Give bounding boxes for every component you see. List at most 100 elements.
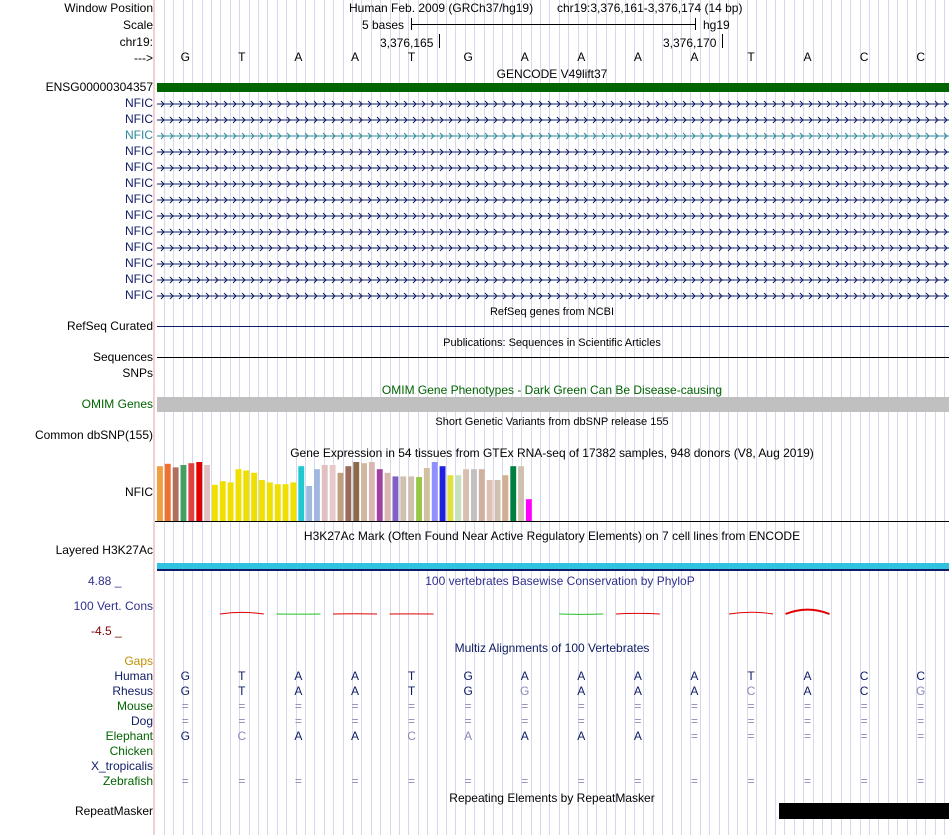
- transcript-label[interactable]: NFIC: [125, 208, 153, 222]
- gtex-tissue-bar[interactable]: [368, 462, 375, 522]
- repeatmasker-element[interactable]: [779, 803, 949, 819]
- transcript-line[interactable]: [157, 244, 949, 252]
- dbsnp-label[interactable]: Common dbSNP(155): [34, 428, 153, 442]
- species-label[interactable]: X_tropicalis: [90, 759, 153, 773]
- phylop-label[interactable]: 100 Vert. Cons: [73, 599, 153, 613]
- gtex-tissue-bar[interactable]: [361, 463, 367, 522]
- species-label[interactable]: Elephant: [105, 729, 153, 743]
- species-label[interactable]: Human: [114, 669, 153, 683]
- snps-label[interactable]: SNPs: [122, 366, 153, 380]
- transcript-line[interactable]: [157, 228, 949, 236]
- transcript-label[interactable]: NFIC: [125, 112, 153, 126]
- gtex-tissue-bar[interactable]: [376, 469, 383, 522]
- gtex-tissue-bar[interactable]: [290, 482, 297, 522]
- gtex-tissue-bar[interactable]: [164, 463, 171, 522]
- gtex-tissue-bar[interactable]: [306, 486, 313, 522]
- gtex-tissue-bar[interactable]: [439, 466, 446, 522]
- species-label[interactable]: Rhesus: [112, 684, 153, 698]
- gtex-tissue-bar[interactable]: [251, 472, 258, 522]
- transcript-label[interactable]: NFIC: [125, 288, 153, 302]
- gtex-tissue-bar[interactable]: [486, 480, 493, 522]
- gtex-tissue-bar[interactable]: [518, 466, 524, 522]
- gtex-tissue-bar[interactable]: [463, 469, 469, 522]
- transcript-line[interactable]: [157, 276, 949, 284]
- gtex-tissue-bar[interactable]: [502, 475, 509, 522]
- gencode-gene-id[interactable]: ENSG00000304357: [45, 80, 153, 94]
- gtex-tissue-bar[interactable]: [471, 469, 477, 522]
- gtex-tissue-bar[interactable]: [455, 475, 462, 522]
- gtex-tissue-bar[interactable]: [416, 477, 422, 522]
- gtex-tissue-bar[interactable]: [510, 466, 517, 522]
- omim-label[interactable]: OMIM Genes: [81, 397, 153, 411]
- transcript-label[interactable]: NFIC: [125, 176, 153, 190]
- omim-bar[interactable]: [157, 397, 949, 412]
- gtex-tissue-bar[interactable]: [204, 465, 210, 522]
- gtex-tissue-bar[interactable]: [180, 465, 187, 522]
- gtex-tissue-bar[interactable]: [188, 463, 195, 522]
- gtex-tissue-bar[interactable]: [157, 466, 163, 522]
- pubs-label[interactable]: Sequences: [92, 350, 153, 364]
- transcript-label[interactable]: NFIC: [125, 224, 153, 238]
- transcript-line[interactable]: [157, 212, 949, 220]
- gtex-tissue-bar[interactable]: [321, 465, 328, 522]
- transcript-line[interactable]: [157, 180, 949, 188]
- gtex-tissue-bar[interactable]: [196, 462, 203, 522]
- species-label[interactable]: Chicken: [109, 744, 153, 758]
- species-label[interactable]: Dog: [130, 714, 153, 728]
- transcript-label[interactable]: NFIC: [125, 128, 153, 142]
- transcript-line[interactable]: [157, 132, 949, 140]
- gtex-tissue-bar[interactable]: [423, 468, 430, 522]
- transcript-label[interactable]: NFIC: [125, 96, 153, 110]
- gtex-tissue-bar[interactable]: [172, 467, 179, 522]
- gtex-tissue-bar[interactable]: [329, 465, 336, 522]
- transcript-line[interactable]: [157, 292, 949, 300]
- h3k27ac-signal-bar[interactable]: [157, 563, 949, 569]
- repeatmasker-label[interactable]: RepeatMasker: [74, 804, 153, 818]
- phylop-chart[interactable]: [157, 596, 949, 624]
- transcript-line[interactable]: [157, 116, 949, 124]
- gtex-tissue-bar[interactable]: [219, 481, 226, 522]
- transcript-label[interactable]: NFIC: [125, 160, 153, 174]
- gtex-bar-chart[interactable]: [157, 460, 537, 522]
- alignment-base: =: [408, 714, 416, 728]
- gtex-tissue-bar[interactable]: [274, 484, 281, 522]
- gtex-tissue-bar[interactable]: [345, 466, 352, 522]
- gtex-tissue-bar[interactable]: [525, 499, 532, 522]
- transcript-label[interactable]: NFIC: [125, 256, 153, 270]
- transcript-line[interactable]: [157, 100, 949, 108]
- gtex-tissue-bar[interactable]: [314, 469, 320, 522]
- gtex-tissue-bar[interactable]: [431, 462, 438, 522]
- transcript-line[interactable]: [157, 164, 949, 172]
- gtex-tissue-bar[interactable]: [227, 482, 234, 522]
- gtex-tissue-bar[interactable]: [298, 466, 305, 522]
- gtex-tissue-bar[interactable]: [494, 480, 501, 522]
- gtex-tissue-bar[interactable]: [282, 484, 289, 522]
- transcript-label[interactable]: NFIC: [125, 240, 153, 254]
- gtex-tissue-bar[interactable]: [478, 469, 485, 522]
- transcript-line[interactable]: [157, 260, 949, 268]
- species-label[interactable]: Zebrafish: [102, 774, 153, 788]
- gtex-tissue-bar[interactable]: [259, 480, 265, 522]
- gtex-tissue-bar[interactable]: [384, 472, 391, 522]
- gencode-gene-bar[interactable]: [157, 83, 949, 92]
- species-label[interactable]: Mouse: [116, 699, 153, 713]
- refseq-label[interactable]: RefSeq Curated: [66, 319, 153, 333]
- gtex-tissue-bar[interactable]: [211, 484, 218, 522]
- gtex-tissue-bar[interactable]: [400, 476, 407, 522]
- transcript-label[interactable]: NFIC: [125, 144, 153, 158]
- gtex-tissue-bar[interactable]: [243, 470, 250, 522]
- transcript-line[interactable]: [157, 196, 949, 204]
- gtex-tissue-bar[interactable]: [353, 462, 360, 522]
- gtex-tissue-bar[interactable]: [235, 469, 242, 522]
- gtex-tissue-bar[interactable]: [392, 476, 399, 522]
- h3k27ac-label[interactable]: Layered H3K27Ac: [55, 543, 153, 557]
- gtex-gene-label[interactable]: NFIC: [125, 485, 153, 499]
- transcript-label[interactable]: NFIC: [125, 272, 153, 286]
- gtex-tissue-bar[interactable]: [408, 476, 415, 522]
- gtex-tissue-bar[interactable]: [337, 472, 344, 522]
- transcript-line[interactable]: [157, 148, 949, 156]
- gtex-tissue-bar[interactable]: [447, 475, 454, 522]
- transcript-label[interactable]: NFIC: [125, 192, 153, 206]
- gtex-tissue-bar[interactable]: [266, 482, 273, 522]
